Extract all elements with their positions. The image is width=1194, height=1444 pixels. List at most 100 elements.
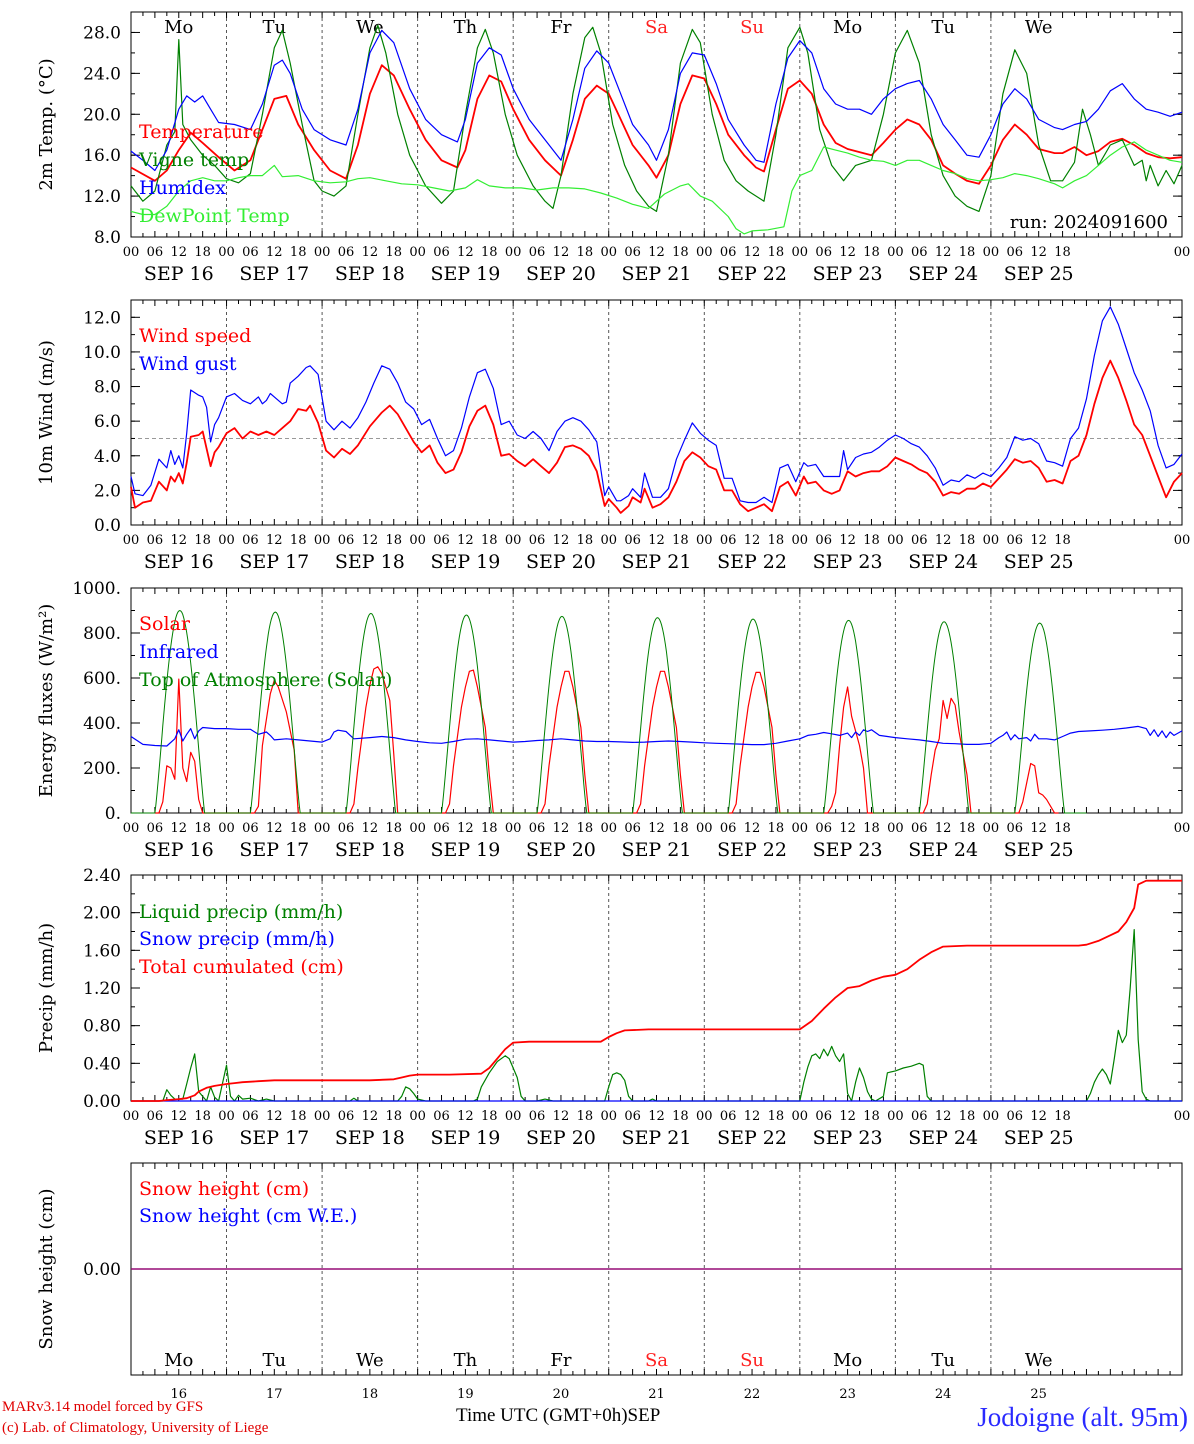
hour-tick-label: 00 [1174,1109,1191,1124]
hour-tick-label: 00 [600,245,617,260]
day-label: Mo [833,17,862,38]
hour-tick-label: 00 [314,533,331,548]
hour-tick-label: 12 [839,533,856,548]
toa-solar-curve [990,622,1087,814]
y-tick-label: 0.40 [83,1054,121,1074]
hour-tick-label: 06 [720,245,737,260]
hour-tick-label: 18 [577,245,594,260]
date-number-label: 18 [362,1387,379,1402]
hour-tick-label: 12 [457,245,474,260]
date-label: SEP 22 [717,839,787,861]
y-tick-label: 8.0 [94,378,121,398]
day-label: Mo [164,17,193,38]
hour-tick-label: 06 [911,1109,928,1124]
toa-solar-curve [799,619,896,814]
hour-tick-label: 18 [577,533,594,548]
legend-entry: Vigne temp [138,149,249,171]
hour-tick-label: 18 [959,533,976,548]
plot-frame [130,11,1183,238]
hour-tick-label: 06 [242,245,259,260]
hour-tick-label: 00 [792,821,809,836]
hour-tick-label: 18 [863,533,880,548]
y-tick-label: 0.00 [83,1260,121,1280]
y-axis-label: Precip (mm/h) [36,923,57,1053]
y-tick-label: 20.0 [83,105,121,125]
date-label: SEP 22 [717,551,787,573]
hour-tick-label: 06 [720,533,737,548]
date-label: SEP 16 [144,1127,214,1149]
day-label: Tu [931,17,955,38]
hour-tick-label: 06 [815,533,832,548]
series-line-vigne-temp [130,24,1183,212]
hour-tick-label: 18 [194,533,211,548]
hour-tick-label: 06 [624,1109,641,1124]
hour-tick-label: 06 [147,245,164,260]
model-credit-line-1: MARv3.14 model forced by GFS [2,1399,204,1415]
time-axis-label: Time UTC (GMT+0h)SEP [456,1405,660,1427]
hour-tick-label: 00 [218,1109,235,1124]
toa-solar-curve [131,609,227,814]
hour-tick-label: 06 [815,1109,832,1124]
hour-tick-label: 00 [600,821,617,836]
hour-tick-label: 06 [720,821,737,836]
hour-tick-label: 12 [1030,1109,1047,1124]
hour-tick-label: 18 [672,533,689,548]
hour-tick-label: 06 [242,1109,259,1124]
date-label: SEP 23 [813,263,883,285]
y-tick-label: 16.0 [83,146,121,166]
hour-tick-label: 12 [1030,245,1047,260]
hour-tick-label: 00 [600,1109,617,1124]
hour-tick-label: 18 [481,821,498,836]
series-line-humidex [130,29,1183,172]
hour-tick-label: 06 [433,821,450,836]
hour-tick-label: 00 [983,245,1000,260]
hour-tick-label: 12 [457,1109,474,1124]
legend-entry: Snow height (cm W.E.) [139,1205,357,1227]
hour-tick-label: 06 [911,245,928,260]
y-tick-label: 1000. [72,579,121,599]
hour-tick-label: 06 [338,245,355,260]
date-label: SEP 19 [430,839,500,861]
hour-tick-label: 06 [1007,821,1024,836]
hour-tick-label: 00 [409,821,426,836]
hour-tick-label: 18 [577,821,594,836]
legend-entry: Liquid precip (mm/h) [139,901,343,923]
month-label: SEP [627,1405,661,1426]
hour-tick-label: 18 [672,1109,689,1124]
hour-tick-label: 12 [648,533,665,548]
day-label: We [1025,17,1053,38]
plot-frame [130,587,1183,814]
hour-tick-label: 12 [744,821,761,836]
date-label: SEP 18 [335,1127,405,1149]
day-label: We [1025,1350,1053,1371]
date-number-label: 20 [553,1387,570,1402]
hour-tick-label: 18 [385,245,402,260]
date-label: SEP 24 [908,839,978,861]
hour-tick-label: 18 [577,1109,594,1124]
hour-tick-label: 00 [696,821,713,836]
hour-tick-label: 00 [505,1109,522,1124]
hour-tick-label: 06 [529,245,546,260]
hour-tick-label: 06 [1007,1109,1024,1124]
hour-tick-label: 00 [696,1109,713,1124]
date-label: SEP 24 [908,551,978,573]
hour-tick-label: 18 [672,821,689,836]
y-tick-label: 0.80 [83,1017,121,1037]
date-label: SEP 17 [239,1127,309,1149]
hour-tick-label: 12 [553,821,570,836]
toa-solar-curve [322,612,418,814]
date-label: SEP 20 [526,839,596,861]
hour-tick-label: 00 [123,1109,140,1124]
hour-tick-label: 12 [744,1109,761,1124]
hour-tick-label: 06 [624,245,641,260]
hour-tick-label: 00 [218,533,235,548]
date-label: SEP 23 [813,551,883,573]
hour-tick-label: 06 [338,821,355,836]
date-label: SEP 17 [239,839,309,861]
date-label: SEP 16 [144,839,214,861]
hour-tick-label: 12 [839,245,856,260]
hour-tick-label: 00 [887,533,904,548]
hour-tick-label: 12 [362,533,379,548]
hour-tick-label: 12 [457,533,474,548]
